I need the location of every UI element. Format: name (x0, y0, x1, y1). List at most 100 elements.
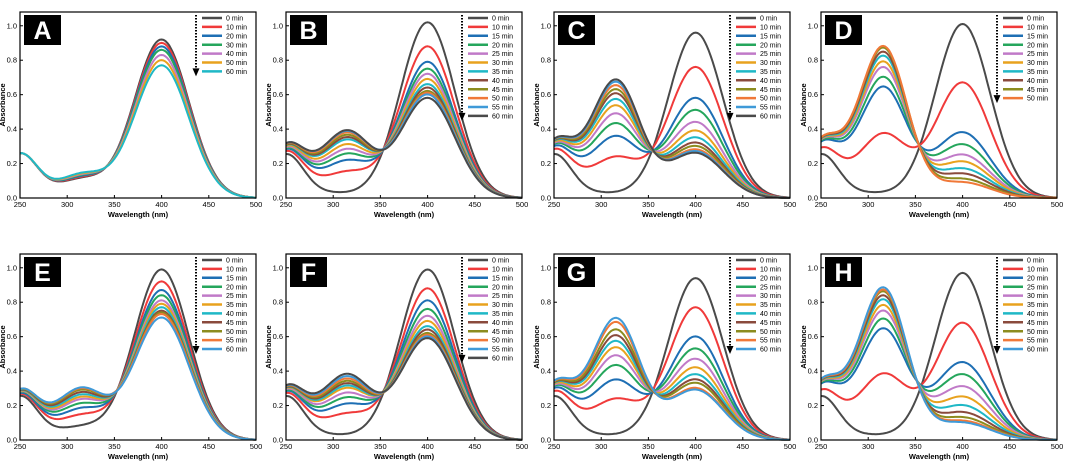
panel-letter: D (834, 17, 852, 45)
legend-label: 30 min (1027, 293, 1048, 300)
x-tick-label: 400 (956, 200, 969, 209)
x-axis-label: Wavelength (nm) (374, 452, 435, 461)
x-tick-label: 250 (815, 200, 828, 209)
y-tick-label: 0.6 (273, 90, 283, 99)
legend-label: 55 min (760, 338, 781, 345)
y-tick-label: 0.4 (7, 367, 17, 376)
x-tick-label: 500 (784, 442, 797, 451)
panel-letter-badge (290, 257, 327, 287)
legend-label: 40 min (760, 78, 781, 85)
legend-label: 45 min (1027, 320, 1048, 327)
legend-label: 10 min (492, 25, 513, 32)
legend-label: 50 min (226, 329, 247, 336)
y-tick-label: 0.2 (273, 159, 283, 168)
y-tick-label: 0.4 (273, 125, 283, 134)
panel-letter: G (567, 259, 586, 287)
x-tick-label: 300 (595, 200, 608, 209)
panel-letter-badge (825, 257, 862, 287)
legend-label: 25 min (226, 293, 247, 300)
x-tick-label: 450 (469, 442, 482, 451)
time-arrow-head (726, 112, 734, 121)
legend-label: 35 min (1027, 302, 1048, 309)
y-tick-label: 0.2 (7, 159, 17, 168)
x-tick-label: 300 (61, 442, 74, 451)
time-arrow-head (458, 354, 466, 363)
legend-label: 60 min (492, 114, 513, 121)
x-tick-label: 250 (280, 200, 293, 209)
series-line-60-min (19, 64, 257, 199)
legend-label: 60 min (492, 356, 513, 363)
y-axis-label: Absorbance (264, 83, 273, 126)
series-line-0-min (285, 21, 523, 199)
legend-label: 30 min (226, 42, 247, 49)
x-tick-label: 450 (737, 200, 750, 209)
y-axis-label: Absorbance (532, 325, 541, 368)
legend-label: 15 min (226, 275, 247, 282)
legend-label: 55 min (226, 338, 247, 345)
legend-label: 15 min (760, 33, 781, 40)
x-tick-label: 450 (203, 442, 216, 451)
legend-label: 50 min (1027, 329, 1048, 336)
y-tick-label: 1.0 (273, 263, 283, 272)
legend-label: 15 min (492, 33, 513, 40)
y-tick-label: 0.0 (7, 194, 17, 203)
panel-G: 250 300 350 400 450 500 0.0 0.2 0.4 0.6 0.8 1.0 Wave… (532, 253, 797, 461)
x-tick-label: 400 (956, 442, 969, 451)
x-tick-label: 350 (642, 200, 655, 209)
series-line-10-min (285, 45, 523, 199)
y-tick-label: 0.8 (541, 298, 551, 307)
y-tick-label: 0.4 (273, 367, 283, 376)
series-line-30-min (820, 309, 1057, 441)
y-tick-label: 1.0 (273, 21, 283, 30)
x-tick-label: 350 (909, 200, 922, 209)
x-tick-label: 500 (784, 200, 797, 209)
x-axis-label: Wavelength (nm) (374, 210, 435, 219)
legend-label: 25 min (1027, 284, 1048, 291)
series-line-20-min (20, 45, 257, 199)
x-tick-label: 250 (14, 200, 27, 209)
x-tick-label: 400 (155, 442, 168, 451)
legend-label: 30 min (1027, 60, 1048, 67)
legend-label: 20 min (1027, 42, 1048, 49)
x-tick-label: 500 (1051, 442, 1064, 451)
panel-letter: B (299, 17, 317, 45)
legend-label: 55 min (492, 105, 513, 112)
legend-label: 35 min (492, 311, 513, 318)
legend-label: 20 min (226, 284, 247, 291)
y-tick-label: 0.0 (808, 194, 818, 203)
time-arrow-head (993, 95, 1001, 104)
legend-label: 0 min (226, 258, 243, 265)
series-line-0-min (553, 31, 791, 199)
y-tick-label: 0.6 (7, 90, 17, 99)
x-axis-label: Wavelength (nm) (642, 452, 703, 461)
series-line-10-min (820, 321, 1058, 441)
series-line-20-min (820, 327, 1057, 441)
x-tick-label: 500 (516, 442, 529, 451)
y-tick-label: 0.4 (541, 125, 551, 134)
x-tick-label: 400 (421, 442, 434, 451)
series-line-0-min (553, 277, 791, 441)
panel-A: 250 300 350 400 450 500 0.0 0.2 0.4 0.6 0.8 1.0 Wave… (0, 11, 263, 219)
y-tick-label: 0.8 (808, 56, 818, 65)
x-tick-label: 500 (250, 200, 263, 209)
legend-label: 45 min (760, 320, 781, 327)
legend-label: 20 min (226, 33, 247, 40)
panel-letter: A (33, 17, 51, 45)
x-tick-label: 500 (250, 442, 263, 451)
y-tick-label: 0.0 (808, 436, 818, 445)
series-line-10-min (553, 65, 791, 199)
time-arrow-head (192, 346, 200, 354)
legend-label: 25 min (492, 51, 513, 58)
x-tick-label: 300 (862, 442, 875, 451)
panel-letter-badge (825, 15, 862, 45)
legend-label: 30 min (760, 293, 781, 300)
x-tick-label: 250 (815, 442, 828, 451)
legend-label: 10 min (760, 267, 781, 274)
x-axis-label: Wavelength (nm) (642, 210, 703, 219)
legend-label: 50 min (226, 60, 247, 67)
y-tick-label: 0.2 (808, 401, 818, 410)
